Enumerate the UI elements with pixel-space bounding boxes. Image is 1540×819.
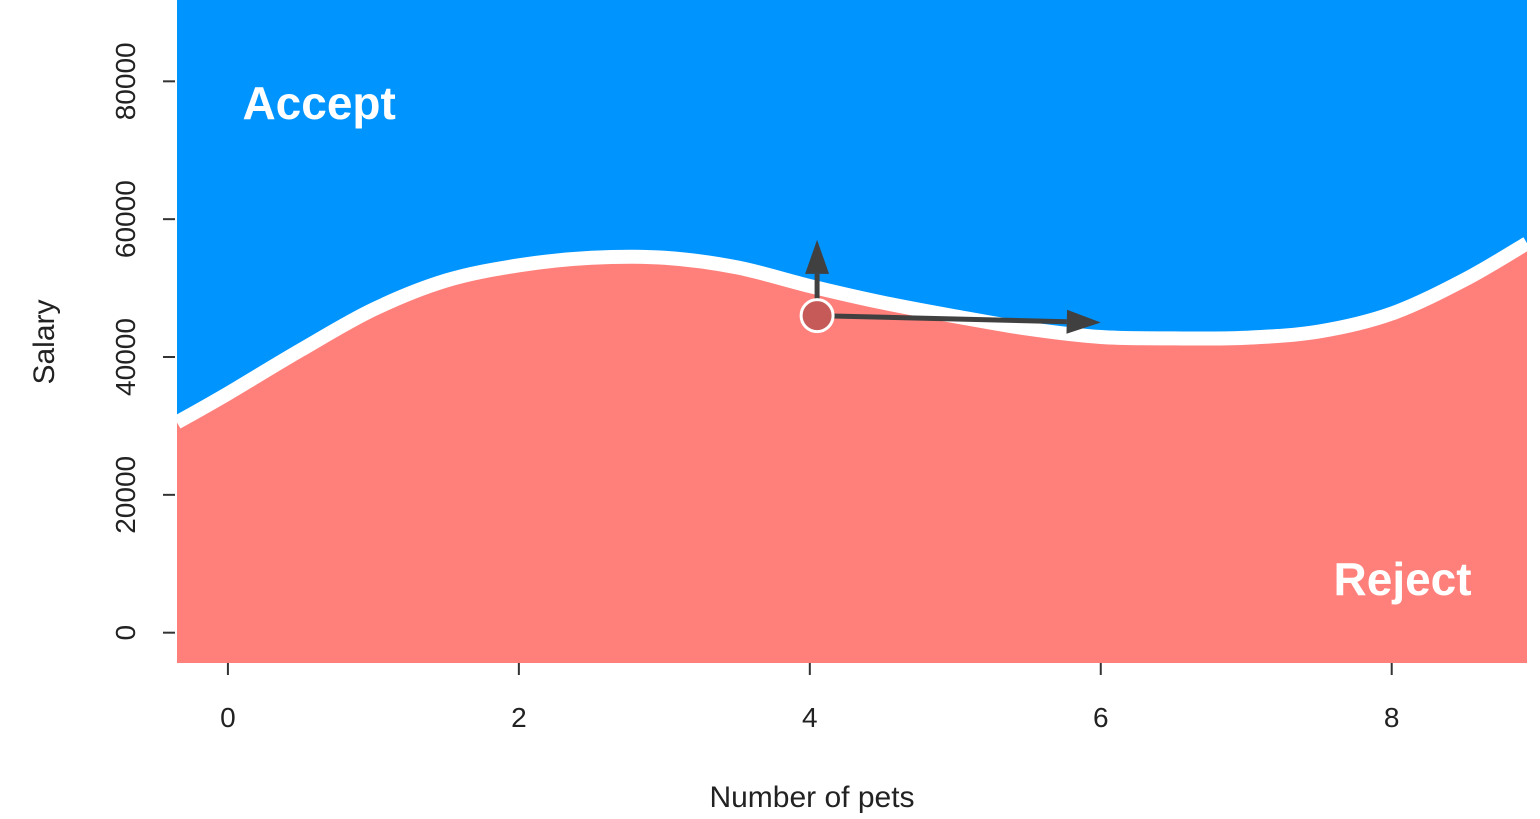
decision-boundary-line <box>177 237 1527 429</box>
arrow-head-1 <box>1066 309 1101 334</box>
x-tick-label: 0 <box>220 702 236 733</box>
accept-label: Accept <box>242 77 395 129</box>
x-tick-label: 2 <box>511 702 527 733</box>
y-tick-label: 40000 <box>110 318 141 396</box>
reject-region <box>177 243 1527 663</box>
y-tick-label: 60000 <box>110 180 141 258</box>
y-axis: 0 20000 40000 60000 80000 <box>110 42 175 640</box>
x-axis-title: Number of pets <box>709 781 914 814</box>
reject-label: Reject <box>1334 553 1472 605</box>
x-tick-label: 8 <box>1384 702 1400 733</box>
x-tick-label: 6 <box>1093 702 1109 733</box>
y-tick-label: 0 <box>110 625 141 641</box>
y-axis-title: Salary <box>28 299 61 384</box>
y-tick-label: 20000 <box>110 456 141 534</box>
data-point <box>799 298 835 334</box>
x-tick-label: 4 <box>802 702 818 733</box>
plot-area <box>177 0 1527 663</box>
y-tick-label: 80000 <box>110 42 141 120</box>
arrow-head-0 <box>805 239 830 274</box>
arrow-shaft-1 <box>817 313 1067 325</box>
gradient-arrows <box>805 239 1101 334</box>
x-axis: 0 2 4 6 8 <box>220 663 1399 733</box>
